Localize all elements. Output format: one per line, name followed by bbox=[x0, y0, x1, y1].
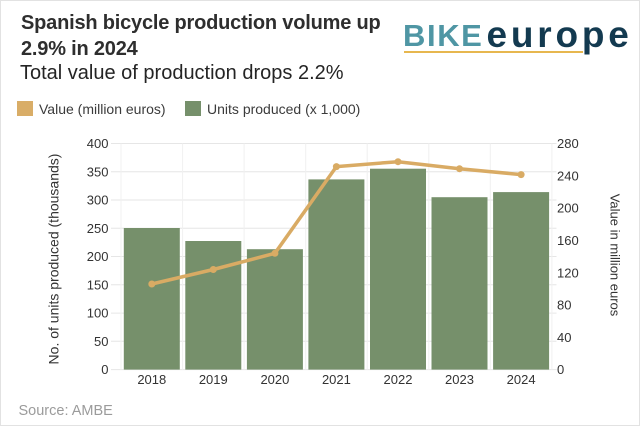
svg-text:240: 240 bbox=[557, 168, 579, 183]
svg-text:Value in million euros: Value in million euros bbox=[608, 194, 623, 317]
svg-text:No. of units produced (thousan: No. of units produced (thousands) bbox=[46, 154, 62, 365]
svg-text:2022: 2022 bbox=[384, 372, 413, 387]
svg-text:350: 350 bbox=[87, 164, 109, 179]
svg-text:100: 100 bbox=[87, 306, 109, 321]
svg-text:80: 80 bbox=[557, 298, 571, 313]
svg-text:2020: 2020 bbox=[260, 372, 289, 387]
svg-text:0: 0 bbox=[557, 362, 564, 377]
svg-text:250: 250 bbox=[87, 221, 109, 236]
svg-text:200: 200 bbox=[87, 249, 109, 264]
svg-text:2024: 2024 bbox=[507, 372, 536, 387]
svg-text:280: 280 bbox=[557, 136, 579, 151]
svg-text:2018: 2018 bbox=[137, 372, 166, 387]
svg-text:2019: 2019 bbox=[199, 372, 228, 387]
svg-text:2021: 2021 bbox=[322, 372, 351, 387]
svg-text:400: 400 bbox=[87, 136, 109, 151]
svg-text:50: 50 bbox=[94, 334, 108, 349]
svg-text:0: 0 bbox=[101, 362, 108, 377]
svg-text:150: 150 bbox=[87, 277, 109, 292]
svg-text:120: 120 bbox=[557, 265, 579, 280]
svg-text:2023: 2023 bbox=[445, 372, 474, 387]
svg-text:200: 200 bbox=[557, 201, 579, 216]
svg-text:160: 160 bbox=[557, 233, 579, 248]
svg-text:300: 300 bbox=[87, 193, 109, 208]
svg-text:40: 40 bbox=[557, 330, 571, 345]
